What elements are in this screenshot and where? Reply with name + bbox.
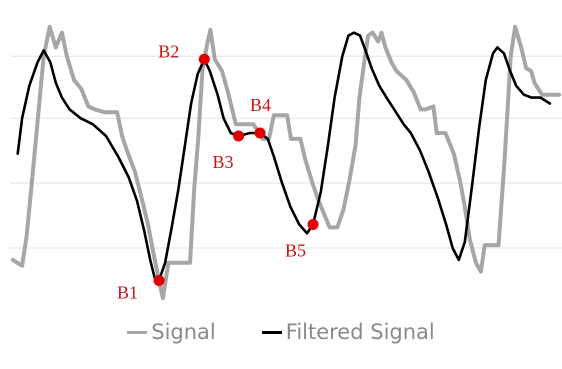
point-b4 [254,127,266,139]
series-lines [10,24,562,301]
point-b5 [307,218,319,230]
point-b2 [198,53,210,65]
point-label-b5: B5 [285,240,306,260]
legend-label-signal: Signal [151,320,216,344]
legend-item-filtered-signal: Filtered Signal [261,320,435,344]
annotation-points: B1 B2 B3 B4 B5 [117,41,319,303]
point-b3 [233,130,245,142]
legend-label-filtered-signal: Filtered Signal [285,320,435,344]
point-label-b2: B2 [158,41,179,61]
point-b1 [153,275,165,286]
point-label-b3: B3 [213,152,234,172]
legend-item-signal: Signal [127,320,216,344]
series-line-filtered-signal [16,31,552,282]
point-label-b4: B4 [250,95,271,115]
grid-lines [10,55,562,249]
legend-swatch-filtered-signal [261,330,282,334]
legend: Signal Filtered Signal [0,312,562,352]
legend-swatch-signal [127,330,148,334]
point-label-b1: B1 [117,283,138,303]
series-line-signal [10,24,562,301]
